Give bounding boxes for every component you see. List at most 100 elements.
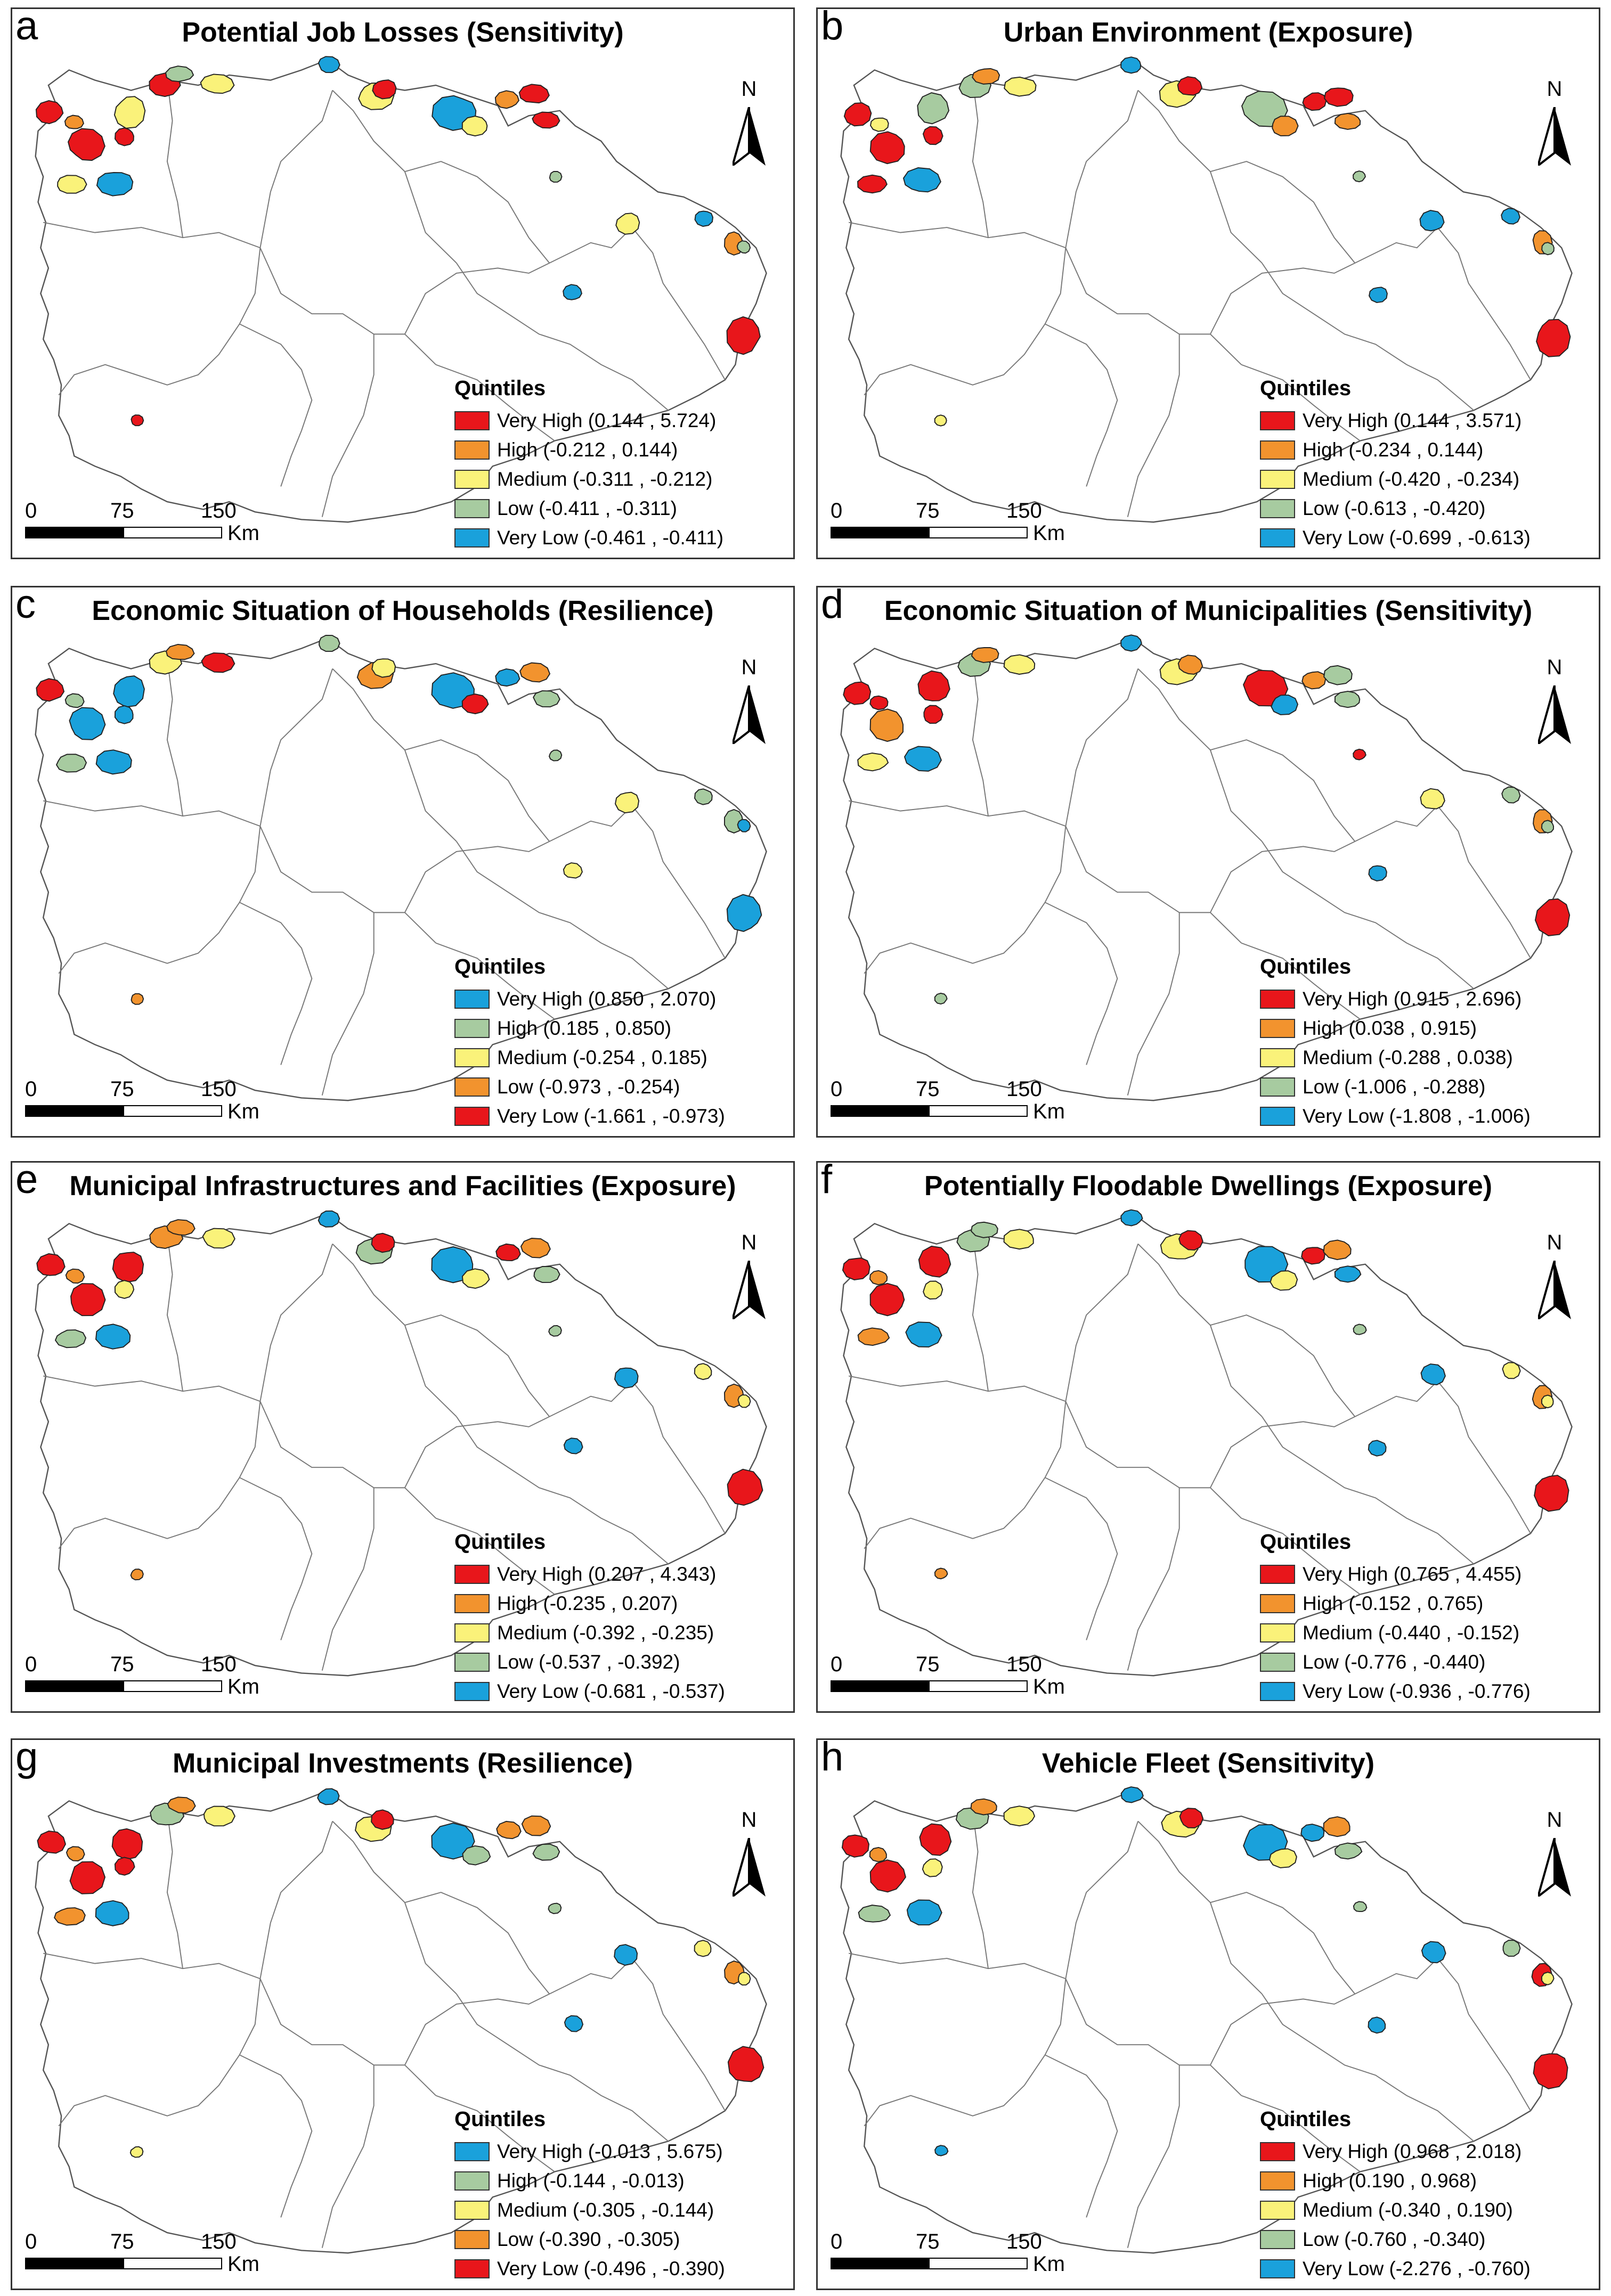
municipality-red — [869, 1859, 906, 1893]
legend-items: Very High (0.968 , 2.018) High (0.190 , 0… — [1260, 2137, 1531, 2283]
municipality-blue — [1419, 210, 1445, 232]
province-boundary — [404, 1380, 633, 1488]
province-boundary — [321, 2065, 375, 2248]
legend-swatch — [454, 2171, 490, 2191]
scale-segment-white — [929, 527, 1028, 538]
municipality-green — [548, 1325, 562, 1337]
panel-letter: a — [15, 3, 38, 48]
legend-swatch — [1260, 1077, 1295, 1097]
north-arrow-icon — [733, 107, 766, 166]
municipality-red — [1301, 1247, 1325, 1265]
legend-swatch — [1260, 1681, 1295, 1701]
panel-letter: d — [821, 582, 844, 627]
province-boundary — [1241, 1517, 1361, 1595]
municipality-yellow — [129, 2146, 144, 2158]
legend-swatch — [454, 1048, 490, 1067]
legend-label: Very Low (-1.808 , -1.006) — [1303, 1105, 1531, 1127]
municipality-blue — [563, 1437, 583, 1455]
legend-label: Medium (-0.440 , -0.152) — [1303, 1621, 1520, 1644]
legend: Quintiles Very High (0.850 , 2.070) High … — [454, 955, 725, 1131]
panel-title: Municipal Investments (Resilience) — [172, 1748, 633, 1779]
municipality-red — [112, 1252, 144, 1283]
legend-label: Very High (0.915 , 2.696) — [1303, 987, 1522, 1010]
province-boundary — [1127, 2065, 1180, 2248]
municipality-yellow — [923, 1280, 943, 1300]
north-label: N — [741, 1808, 757, 1832]
municipality-blue — [1120, 1209, 1143, 1227]
legend-item: High (0.185 , 0.850) — [454, 1014, 725, 1043]
municipality-orange — [857, 1327, 890, 1346]
municipality-polygons — [36, 1210, 763, 1581]
panel-letter: h — [821, 1734, 844, 1779]
legend-label: Low (-0.390 , -0.305) — [497, 2228, 680, 2250]
municipality-red — [131, 414, 144, 427]
legend-item: Very Low (-0.936 , -0.776) — [1260, 1677, 1531, 1706]
north-arrow: N — [1536, 1808, 1573, 1899]
north-label: N — [1547, 656, 1563, 679]
municipality-red — [495, 1243, 521, 1262]
legend-label: Very Low (-0.461 , -0.411) — [497, 526, 724, 549]
panel-title: Economic Situation of Municipalities (Se… — [884, 595, 1533, 626]
legend-swatch — [454, 1077, 490, 1097]
municipality-blue — [904, 746, 942, 772]
municipality-yellow — [737, 1972, 751, 1986]
legend-items: Very High (0.915 , 2.696) High (0.038 , 0… — [1260, 984, 1531, 1131]
province-boundary — [435, 1517, 555, 1595]
legend-item: Low (-0.411 , -0.311) — [454, 494, 723, 523]
municipality-blue — [1120, 56, 1142, 74]
municipality-yellow — [1420, 788, 1445, 810]
municipality-orange — [1301, 671, 1327, 690]
municipality-blue — [95, 749, 132, 775]
legend-item: Very Low (-0.461 , -0.411) — [454, 523, 723, 552]
province-boundaries — [35, 59, 767, 523]
legend-label: Low (-0.537 , -0.392) — [497, 1650, 680, 1673]
scale-unit: Km — [227, 521, 259, 545]
province-boundary — [239, 2054, 313, 2218]
scale-tick-150: 150 — [1006, 499, 1042, 522]
municipality-green — [55, 754, 87, 773]
province-boundary — [435, 364, 555, 442]
municipality-yellow — [461, 1268, 490, 1289]
legend-item: Very Low (-2.276 , -0.760) — [1260, 2254, 1531, 2283]
scale-tick-75: 75 — [916, 2230, 940, 2253]
legend-label: Very High (0.144 , 5.724) — [497, 409, 717, 431]
province-boundary — [321, 334, 375, 517]
north-arrow: N — [1536, 1231, 1573, 1321]
legend-item: Very High (0.144 , 3.571) — [1260, 406, 1531, 435]
municipality-orange — [494, 90, 520, 109]
scale-tick-150: 150 — [201, 1077, 237, 1101]
municipality-blue — [317, 1788, 340, 1805]
municipality-yellow — [202, 1228, 235, 1249]
province-boundary — [58, 1979, 261, 2127]
municipality-orange — [496, 1820, 522, 1840]
municipality-blue — [564, 2015, 584, 2032]
municipality-orange — [65, 1268, 85, 1284]
legend-swatch — [454, 1106, 490, 1126]
scale-tick-0: 0 — [25, 499, 37, 522]
scale-tick-0: 0 — [831, 2230, 843, 2253]
legend-item: Very High (0.915 , 2.696) — [1260, 984, 1531, 1014]
municipality-blue — [1368, 1440, 1387, 1457]
scale-unit: Km — [1033, 2252, 1065, 2276]
municipality-red — [372, 79, 397, 100]
legend-item: Low (-1.006 , -0.288) — [1260, 1072, 1531, 1101]
municipality-green — [934, 992, 948, 1005]
legend-label: Low (-0.973 , -0.254) — [497, 1075, 680, 1098]
municipality-yellow — [614, 791, 640, 814]
municipality-red — [869, 695, 889, 710]
municipality-red — [201, 652, 235, 673]
legend: Quintiles Very High (0.207 , 4.343) High … — [454, 1530, 725, 1706]
legend-swatch — [454, 989, 490, 1009]
legend-swatch — [454, 2142, 490, 2161]
province-boundary — [1210, 805, 1438, 913]
municipality-yellow — [615, 213, 640, 235]
legend-item: High (-0.144 , -0.013) — [454, 2166, 725, 2195]
municipality-yellow — [1502, 1362, 1521, 1379]
municipality-red — [67, 128, 105, 161]
municipality-red — [1324, 87, 1354, 107]
scale-bar: 0 75 150 Km — [25, 499, 270, 552]
municipality-polygons — [36, 634, 762, 1005]
municipality-red — [518, 84, 550, 104]
legend-item: Low (-0.760 , -0.340) — [1260, 2225, 1531, 2254]
municipality-red — [1178, 1230, 1203, 1251]
